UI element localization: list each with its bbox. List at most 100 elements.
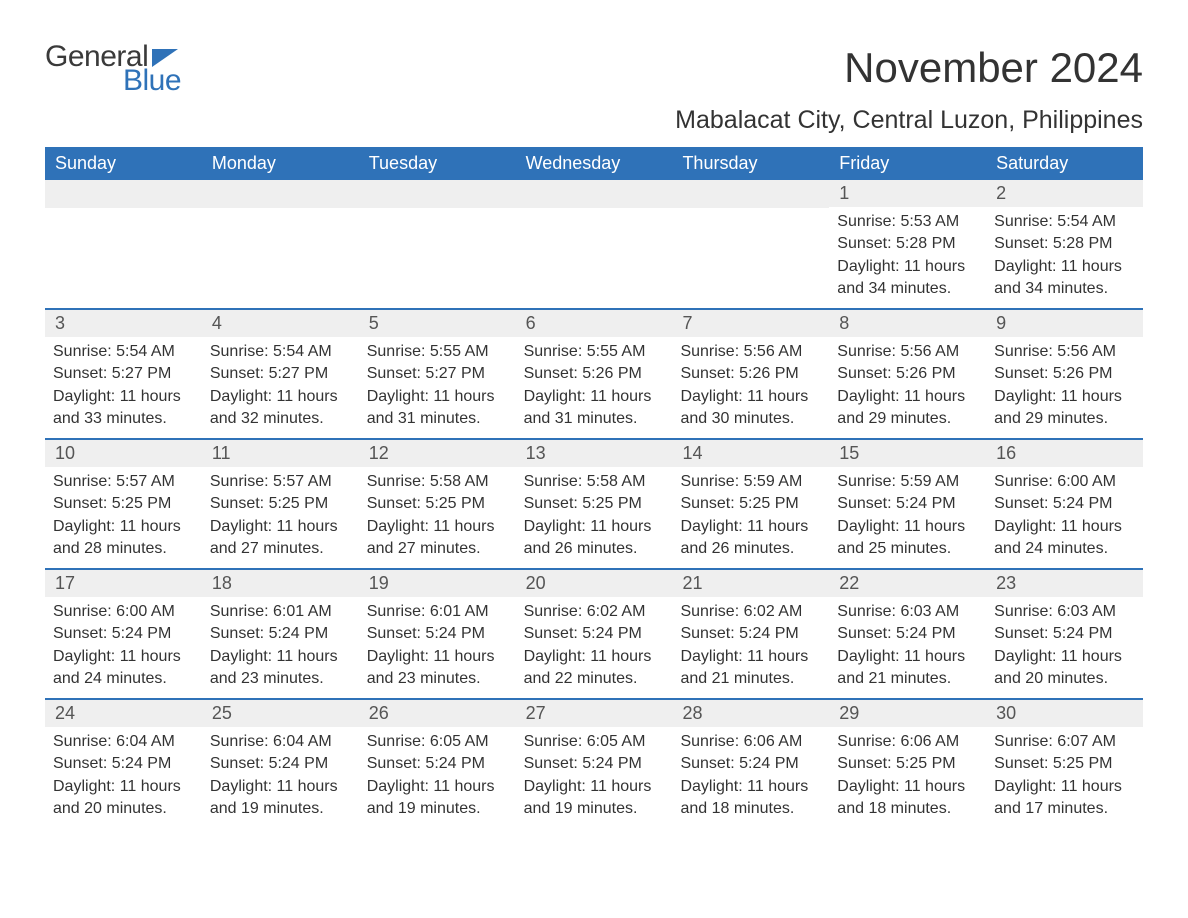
day-content: Sunrise: 6:01 AMSunset: 5:24 PMDaylight:… (359, 597, 516, 697)
daylight-text-line2: and 31 minutes. (367, 408, 506, 430)
day-content: Sunrise: 6:02 AMSunset: 5:24 PMDaylight:… (672, 597, 829, 697)
daylight-text-line2: and 28 minutes. (53, 538, 192, 560)
day-cell: 3Sunrise: 5:54 AMSunset: 5:27 PMDaylight… (45, 310, 202, 438)
daylight-text-line2: and 19 minutes. (367, 798, 506, 820)
sunrise-text: Sunrise: 5:59 AM (680, 471, 819, 493)
daylight-text-line1: Daylight: 11 hours (367, 386, 506, 408)
sunset-text: Sunset: 5:24 PM (210, 623, 349, 645)
daylight-text-line1: Daylight: 11 hours (524, 646, 663, 668)
day-number: 23 (986, 570, 1143, 597)
day-number: 29 (829, 700, 986, 727)
day-cell: 22Sunrise: 6:03 AMSunset: 5:24 PMDayligh… (829, 570, 986, 698)
sunset-text: Sunset: 5:25 PM (994, 753, 1133, 775)
day-cell: 24Sunrise: 6:04 AMSunset: 5:24 PMDayligh… (45, 700, 202, 828)
week-row: 1Sunrise: 5:53 AMSunset: 5:28 PMDaylight… (45, 180, 1143, 308)
weekday-header-cell: Thursday (672, 147, 829, 180)
sunrise-text: Sunrise: 5:54 AM (53, 341, 192, 363)
daylight-text-line1: Daylight: 11 hours (210, 776, 349, 798)
calendar: SundayMondayTuesdayWednesdayThursdayFrid… (45, 147, 1143, 828)
day-number: 8 (829, 310, 986, 337)
daylight-text-line1: Daylight: 11 hours (524, 516, 663, 538)
day-cell: 25Sunrise: 6:04 AMSunset: 5:24 PMDayligh… (202, 700, 359, 828)
day-number (672, 180, 829, 208)
sunrise-text: Sunrise: 5:59 AM (837, 471, 976, 493)
daylight-text-line1: Daylight: 11 hours (53, 776, 192, 798)
sunset-text: Sunset: 5:24 PM (367, 623, 506, 645)
sunset-text: Sunset: 5:24 PM (680, 753, 819, 775)
day-number: 6 (516, 310, 673, 337)
daylight-text-line2: and 18 minutes. (837, 798, 976, 820)
daylight-text-line1: Daylight: 11 hours (837, 776, 976, 798)
sunset-text: Sunset: 5:28 PM (837, 233, 976, 255)
day-cell: 30Sunrise: 6:07 AMSunset: 5:25 PMDayligh… (986, 700, 1143, 828)
day-number: 5 (359, 310, 516, 337)
day-content: Sunrise: 6:04 AMSunset: 5:24 PMDaylight:… (202, 727, 359, 827)
week-row: 10Sunrise: 5:57 AMSunset: 5:25 PMDayligh… (45, 438, 1143, 568)
day-number: 16 (986, 440, 1143, 467)
sunrise-text: Sunrise: 5:54 AM (210, 341, 349, 363)
day-content: Sunrise: 5:55 AMSunset: 5:26 PMDaylight:… (516, 337, 673, 437)
daylight-text-line1: Daylight: 11 hours (53, 646, 192, 668)
day-cell: 6Sunrise: 5:55 AMSunset: 5:26 PMDaylight… (516, 310, 673, 438)
sunrise-text: Sunrise: 5:54 AM (994, 211, 1133, 233)
sunset-text: Sunset: 5:25 PM (680, 493, 819, 515)
sunrise-text: Sunrise: 5:55 AM (524, 341, 663, 363)
day-content: Sunrise: 5:54 AMSunset: 5:27 PMDaylight:… (45, 337, 202, 437)
day-number: 4 (202, 310, 359, 337)
sunset-text: Sunset: 5:28 PM (994, 233, 1133, 255)
sunset-text: Sunset: 5:24 PM (210, 753, 349, 775)
weekday-header-cell: Friday (829, 147, 986, 180)
day-content: Sunrise: 5:56 AMSunset: 5:26 PMDaylight:… (829, 337, 986, 437)
weekday-header-row: SundayMondayTuesdayWednesdayThursdayFrid… (45, 147, 1143, 180)
day-cell: 5Sunrise: 5:55 AMSunset: 5:27 PMDaylight… (359, 310, 516, 438)
day-content: Sunrise: 6:00 AMSunset: 5:24 PMDaylight:… (986, 467, 1143, 567)
daylight-text-line2: and 27 minutes. (210, 538, 349, 560)
day-content: Sunrise: 5:58 AMSunset: 5:25 PMDaylight:… (516, 467, 673, 567)
day-number (202, 180, 359, 208)
day-cell: 11Sunrise: 5:57 AMSunset: 5:25 PMDayligh… (202, 440, 359, 568)
weekday-header-cell: Tuesday (359, 147, 516, 180)
day-cell: 4Sunrise: 5:54 AMSunset: 5:27 PMDaylight… (202, 310, 359, 438)
daylight-text-line2: and 29 minutes. (837, 408, 976, 430)
day-content: Sunrise: 5:56 AMSunset: 5:26 PMDaylight:… (672, 337, 829, 437)
day-number (359, 180, 516, 208)
day-cell: 2Sunrise: 5:54 AMSunset: 5:28 PMDaylight… (986, 180, 1143, 308)
day-cell (516, 180, 673, 308)
sunrise-text: Sunrise: 6:06 AM (837, 731, 976, 753)
daylight-text-line2: and 18 minutes. (680, 798, 819, 820)
daylight-text-line2: and 27 minutes. (367, 538, 506, 560)
sunrise-text: Sunrise: 5:56 AM (680, 341, 819, 363)
sunrise-text: Sunrise: 6:01 AM (367, 601, 506, 623)
sunrise-text: Sunrise: 6:06 AM (680, 731, 819, 753)
day-content: Sunrise: 5:57 AMSunset: 5:25 PMDaylight:… (202, 467, 359, 567)
day-content: Sunrise: 6:05 AMSunset: 5:24 PMDaylight:… (359, 727, 516, 827)
day-cell: 18Sunrise: 6:01 AMSunset: 5:24 PMDayligh… (202, 570, 359, 698)
sunrise-text: Sunrise: 5:56 AM (994, 341, 1133, 363)
daylight-text-line1: Daylight: 11 hours (680, 646, 819, 668)
sunset-text: Sunset: 5:24 PM (53, 753, 192, 775)
daylight-text-line1: Daylight: 11 hours (367, 516, 506, 538)
day-content: Sunrise: 6:07 AMSunset: 5:25 PMDaylight:… (986, 727, 1143, 827)
day-cell: 15Sunrise: 5:59 AMSunset: 5:24 PMDayligh… (829, 440, 986, 568)
weekday-header-cell: Saturday (986, 147, 1143, 180)
daylight-text-line2: and 23 minutes. (367, 668, 506, 690)
logo-text-blue: Blue (123, 64, 181, 98)
day-cell: 10Sunrise: 5:57 AMSunset: 5:25 PMDayligh… (45, 440, 202, 568)
day-cell: 23Sunrise: 6:03 AMSunset: 5:24 PMDayligh… (986, 570, 1143, 698)
sunrise-text: Sunrise: 6:01 AM (210, 601, 349, 623)
day-content: Sunrise: 6:02 AMSunset: 5:24 PMDaylight:… (516, 597, 673, 697)
day-cell (359, 180, 516, 308)
header: General Blue November 2024 (45, 40, 1143, 98)
day-content: Sunrise: 5:59 AMSunset: 5:25 PMDaylight:… (672, 467, 829, 567)
day-number: 22 (829, 570, 986, 597)
day-number (516, 180, 673, 208)
daylight-text-line1: Daylight: 11 hours (680, 516, 819, 538)
day-number: 28 (672, 700, 829, 727)
sunrise-text: Sunrise: 5:58 AM (367, 471, 506, 493)
daylight-text-line2: and 26 minutes. (680, 538, 819, 560)
daylight-text-line1: Daylight: 11 hours (53, 516, 192, 538)
sunset-text: Sunset: 5:24 PM (994, 493, 1133, 515)
week-row: 3Sunrise: 5:54 AMSunset: 5:27 PMDaylight… (45, 308, 1143, 438)
daylight-text-line1: Daylight: 11 hours (367, 646, 506, 668)
daylight-text-line1: Daylight: 11 hours (837, 386, 976, 408)
